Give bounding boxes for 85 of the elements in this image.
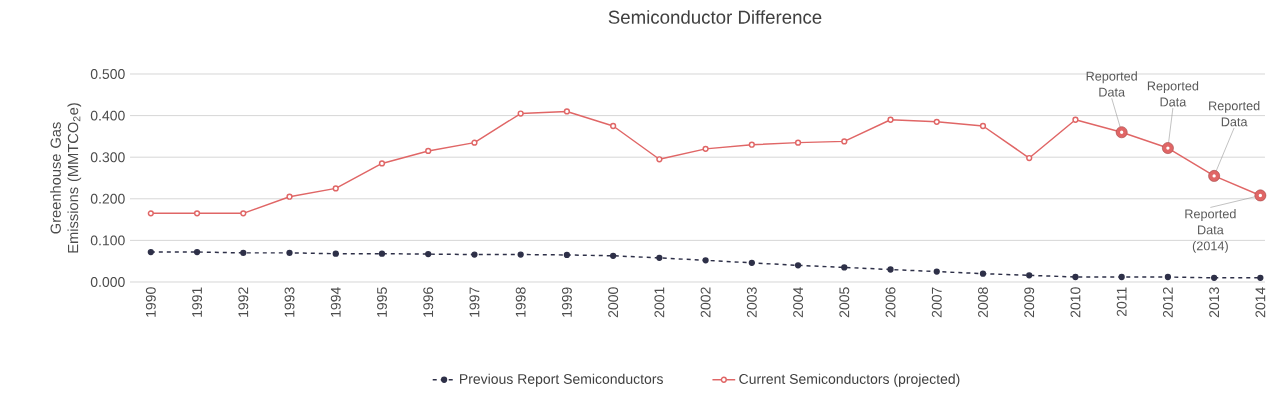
- point: [563, 108, 571, 115]
- x-tick-label: 2003: [746, 287, 757, 318]
- x-tick-label: 1997: [469, 287, 480, 317]
- x-tick-label: 1995: [377, 287, 387, 317]
- x-tick-label: 1992: [238, 287, 249, 317]
- point: [1072, 116, 1079, 123]
- x-tick-label: 2001: [654, 287, 665, 318]
- x-tick-label: 2002: [700, 287, 711, 318]
- y-tick-label: 0.400: [90, 110, 125, 121]
- point: [609, 122, 617, 130]
- point: [1026, 154, 1033, 162]
- x-tick-label: 2004: [793, 287, 804, 318]
- x-tick-label: 1998: [515, 287, 526, 317]
- x-tick-label: 2006: [885, 287, 896, 318]
- x-tick-label: 2008: [978, 287, 988, 318]
- y-tick-label: 0.200: [90, 193, 125, 204]
- x-tick-label: 2005: [839, 287, 850, 318]
- point: [794, 139, 802, 146]
- point: [1164, 273, 1172, 281]
- x-tick-label: 2011: [1116, 287, 1127, 317]
- point: [563, 251, 571, 259]
- x-tick-label: 1993: [284, 287, 295, 317]
- x-tick-label: 2007: [931, 287, 942, 318]
- point: [286, 249, 293, 257]
- x-tick-label: 1994: [330, 287, 341, 317]
- point: [286, 193, 293, 200]
- point: [240, 249, 247, 257]
- x-tick-label: 2012: [1162, 287, 1173, 318]
- point: [1026, 272, 1033, 279]
- annotation: Reported Data: [1209, 101, 1260, 127]
- point: [1072, 273, 1079, 281]
- point: [702, 257, 709, 264]
- point: [147, 210, 154, 217]
- x-tick-label: 2013: [1209, 287, 1220, 318]
- point: [147, 248, 154, 256]
- legend-label: Current Semiconductors (projected): [739, 373, 960, 387]
- point: [979, 122, 987, 130]
- point: [517, 251, 524, 258]
- legend-label: Previous Report Semiconductors: [460, 373, 663, 387]
- point: [933, 268, 940, 275]
- annotation: Reported Data (2014): [1185, 209, 1236, 253]
- chart-title: Semiconductor Difference: [608, 10, 822, 24]
- point: [979, 270, 987, 277]
- point: [887, 116, 894, 123]
- point: [332, 250, 339, 257]
- x-tick-label: 2000: [608, 287, 619, 318]
- point: [240, 210, 247, 217]
- y-axis-title: Greenhouse Gas Emissions (MMTCO$_{2}$e): [50, 103, 82, 253]
- y-tick-label: 0.000: [90, 277, 125, 287]
- point: [656, 156, 663, 163]
- point: [1257, 274, 1264, 281]
- point: [1118, 273, 1125, 281]
- y-tick-label: 0.100: [90, 235, 125, 246]
- point: [656, 254, 663, 261]
- point: [378, 160, 386, 167]
- point: [471, 139, 478, 146]
- point: [332, 185, 339, 192]
- point: [609, 252, 617, 259]
- point: [702, 145, 709, 153]
- x-tick-label: 1999: [561, 287, 572, 317]
- point: [193, 210, 201, 217]
- point: [748, 141, 755, 148]
- point: [193, 248, 201, 256]
- x-tick-label: 1991: [192, 287, 203, 317]
- y-tick-label: 0.500: [90, 69, 125, 79]
- point: [933, 118, 940, 125]
- annotation: Reported Data: [1147, 81, 1199, 107]
- point: [517, 110, 524, 117]
- point: [378, 250, 386, 257]
- point: [425, 147, 432, 155]
- point: [841, 264, 848, 271]
- x-tick-label: 1990: [145, 287, 156, 317]
- x-tick-label: 2010: [1070, 287, 1081, 318]
- point: [1210, 274, 1218, 281]
- y-tick-label: 0.300: [90, 152, 125, 163]
- point: [471, 251, 478, 258]
- annotation: Reported Data: [1086, 71, 1137, 97]
- point: [841, 138, 848, 145]
- point: [425, 250, 432, 258]
- x-tick-label: 2009: [1024, 287, 1035, 318]
- point: [794, 262, 802, 269]
- x-tick-label: 1996: [423, 287, 434, 317]
- x-tick-label: 2014: [1255, 287, 1266, 318]
- point: [887, 266, 894, 273]
- point: [748, 259, 755, 266]
